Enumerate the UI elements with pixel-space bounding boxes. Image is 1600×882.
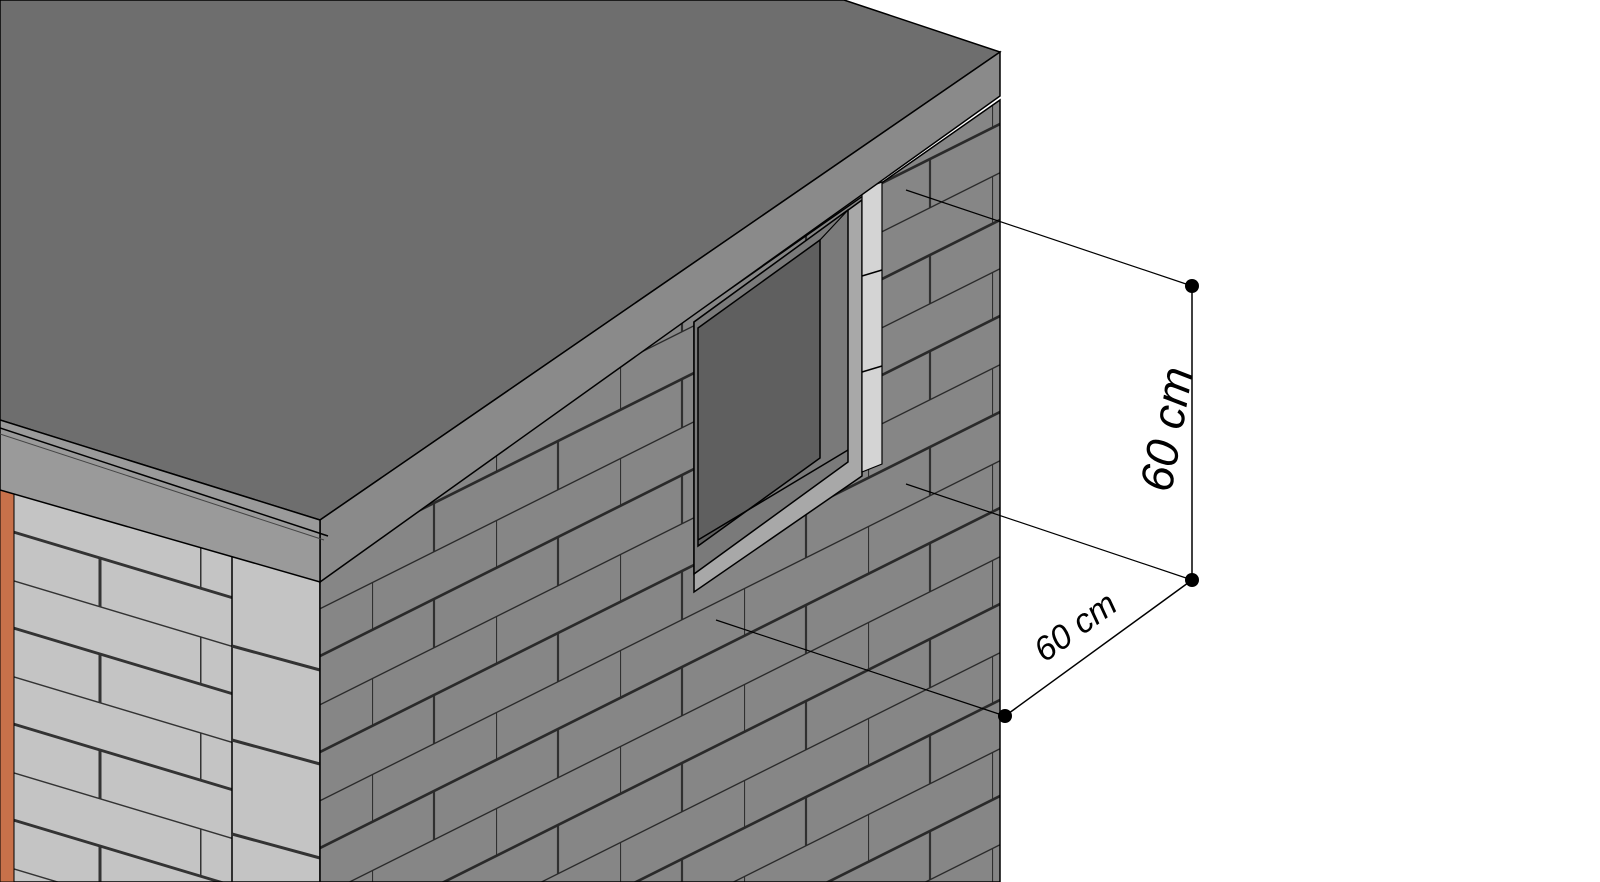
leader-top [905,189,1193,287]
dimension-label-horizontal: 60 cm [1027,585,1124,670]
dimension-dot-top [1185,279,1199,293]
reveal-blocks [861,181,883,473]
dimension-line-horizontal [1004,579,1193,717]
dimension-dot-bottom [998,709,1012,723]
wood-trim [0,475,15,882]
dimension-dot-middle [1185,573,1199,587]
window-glass [697,238,821,548]
leader-middle [905,483,1193,581]
corner-column [231,551,321,882]
leader-bottom [715,619,1006,717]
